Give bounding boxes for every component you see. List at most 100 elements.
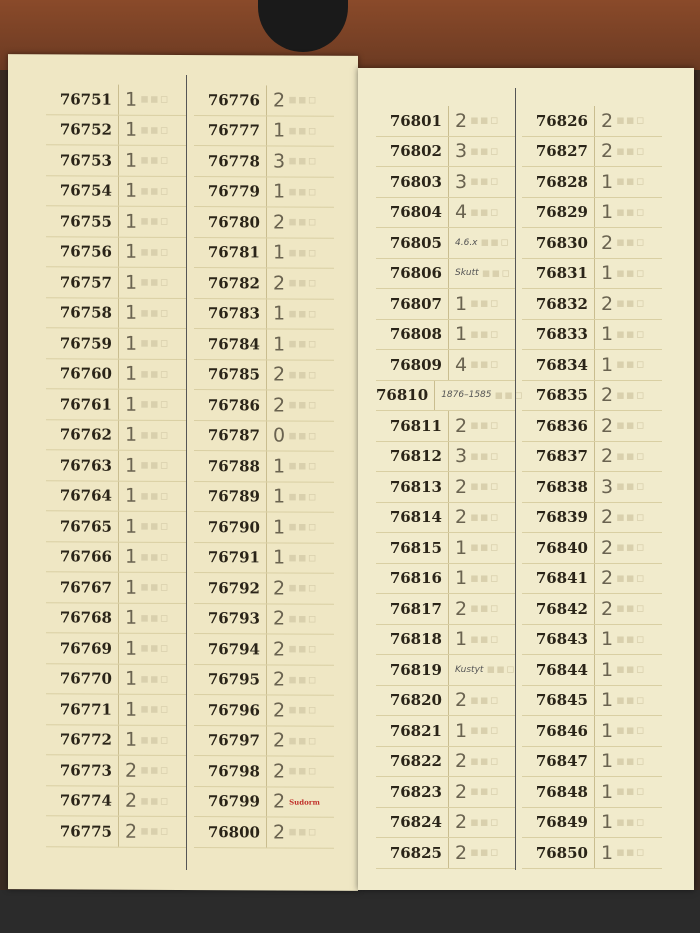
faded-print: ▪▪▫ — [288, 275, 318, 291]
record-value: 1 — [455, 536, 468, 559]
faded-print: ▪▪▫ — [616, 692, 646, 708]
faded-print: ▪▪▫ — [140, 214, 170, 230]
record-number: 76772 — [46, 724, 119, 755]
ledger-row: 76767 1 ▪▪▫ — [46, 572, 186, 604]
record-number: 76810 — [376, 380, 436, 410]
ledger-row: 76801 2 ▪▪▫ — [376, 106, 516, 137]
faded-print: ▪▪▫ — [288, 153, 318, 169]
record-value: 3 — [273, 150, 286, 173]
faded-print: ▪▪▫ — [288, 336, 318, 352]
record-number: 76761 — [46, 389, 119, 420]
ledger-row: 76829 1 ▪▪▫ — [522, 197, 662, 228]
ledger-row: 76807 1 ▪▪▫ — [376, 289, 516, 320]
record-number: 76833 — [522, 319, 595, 349]
record-number: 76751 — [46, 84, 119, 115]
record-number: 76820 — [376, 685, 449, 715]
record-value: 1 — [601, 201, 614, 224]
record-number: 76787 — [194, 420, 267, 451]
record-number: 76802 — [376, 136, 449, 166]
record-number: 76791 — [194, 542, 267, 573]
record-number: 76781 — [194, 237, 267, 268]
ledger-row: 76842 2 ▪▪▫ — [522, 594, 662, 625]
ledger-row: 76773 2 ▪▪▫ — [46, 755, 186, 787]
ledger-row: 76766 1 ▪▪▫ — [46, 541, 186, 574]
record-value: 1 — [125, 606, 138, 630]
record-value: 1876–1585 — [441, 390, 492, 401]
ledger-row: 76753 1 ▪▪▫ — [46, 145, 186, 177]
faded-print: ▪▪▫ — [481, 265, 512, 281]
ledger-row: 76845 1 ▪▪▫ — [522, 685, 662, 716]
record-value: 1 — [125, 149, 138, 172]
record-number: 76778 — [194, 146, 267, 176]
faded-print: ▪▪▫ — [470, 723, 500, 739]
ledger-row: 76810 1876–1585 ▪▪▫ — [376, 380, 523, 411]
ledger-row: 76777 1 ▪▪▫ — [194, 115, 334, 147]
faded-print: ▪▪▫ — [140, 702, 170, 718]
record-number: 76797 — [194, 725, 267, 756]
record-value: 1 — [273, 333, 286, 356]
ledger-row: 76771 1 ▪▪▫ — [46, 694, 186, 726]
ledger-row: 76841 2 ▪▪▫ — [522, 563, 662, 594]
ledger-row: 76759 1 ▪▪▫ — [46, 328, 186, 360]
record-value: 2 — [273, 821, 286, 844]
record-number: 76805 — [376, 228, 449, 258]
record-value: 2 — [601, 109, 614, 132]
faded-print: ▪▪▫ — [616, 570, 646, 586]
record-number: 76769 — [46, 633, 119, 664]
record-number: 76849 — [522, 807, 595, 837]
ledger-row: 76769 1 ▪▪▫ — [46, 633, 186, 665]
faded-print: ▪▪▫ — [140, 275, 170, 291]
column-divider — [515, 88, 516, 870]
record-value: 2 — [601, 536, 614, 559]
ledger-row: 76823 2 ▪▪▫ — [376, 777, 516, 808]
faded-print: ▪▪▫ — [288, 458, 318, 474]
record-value: 1 — [601, 353, 614, 376]
record-number: 76780 — [194, 207, 267, 237]
ledger-row: 76836 2 ▪▪▫ — [522, 411, 662, 442]
record-value: 1 — [601, 658, 614, 681]
record-value: 2 — [601, 384, 614, 407]
ledger-row: 76797 2 ▪▪▫ — [194, 725, 334, 757]
record-value: 2 — [601, 292, 614, 315]
record-number: 76794 — [194, 634, 267, 664]
right-ledger-page: 76801 2 ▪▪▫ 76802 3 ▪▪▫ 76803 3 ▪▪▫ 76804 4 ▪▪▫ 7680… — [358, 68, 694, 890]
record-value: 1 — [455, 719, 468, 742]
faded-print: ▪▪▫ — [616, 113, 646, 129]
ledger-row: 76806 Skutt ▪▪▫ — [376, 258, 516, 289]
record-number: 76829 — [522, 197, 595, 227]
ledger-row: 76808 1 ▪▪▫ — [376, 319, 516, 350]
faded-print: ▪▪▫ — [616, 662, 646, 678]
record-value: 2 — [125, 820, 138, 843]
record-value: 2 — [273, 790, 286, 813]
faded-print: ▪▪▫ — [288, 519, 318, 535]
faded-print: ▪▪▫ — [616, 418, 646, 434]
faded-print: ▪▪▫ — [288, 763, 318, 779]
record-value: 1 — [125, 728, 138, 752]
record-number: 76796 — [194, 695, 267, 725]
record-number: 76816 — [376, 563, 449, 593]
ledger-row: 76776 2 ▪▪▫ — [194, 85, 334, 117]
record-number: 76774 — [46, 785, 119, 816]
faded-print: ▪▪▫ — [288, 824, 318, 840]
ledger-row: 76799 2 Sudorm — [194, 786, 334, 818]
record-value: Skutt — [455, 268, 479, 279]
ledger-row: 76837 2 ▪▪▫ — [522, 441, 662, 472]
record-value: 2 — [273, 89, 286, 112]
ledger-row: 76802 3 ▪▪▫ — [376, 136, 516, 167]
record-value: 3 — [601, 475, 614, 498]
ledger-row: 76778 3 ▪▪▫ — [194, 146, 334, 178]
faded-print: ▪▪▫ — [616, 814, 646, 830]
ledger-row: 76817 2 ▪▪▫ — [376, 594, 516, 625]
ledger-row: 76800 2 ▪▪▫ — [194, 817, 334, 849]
ledger-row: 76847 1 ▪▪▫ — [522, 746, 662, 777]
ledger-row: 76782 2 ▪▪▫ — [194, 268, 334, 300]
record-number: 76760 — [46, 358, 119, 389]
record-value: 2 — [273, 668, 286, 691]
ledger-row: 76820 2 ▪▪▫ — [376, 685, 516, 716]
faded-print: ▪▪▫ — [470, 509, 500, 525]
faded-print: ▪▪▫ — [288, 214, 318, 230]
record-number: 76765 — [46, 511, 119, 542]
ledger-row: 76834 1 ▪▪▫ — [522, 350, 662, 381]
faded-print: ▪▪▫ — [140, 366, 170, 382]
record-number: 76817 — [376, 594, 449, 624]
